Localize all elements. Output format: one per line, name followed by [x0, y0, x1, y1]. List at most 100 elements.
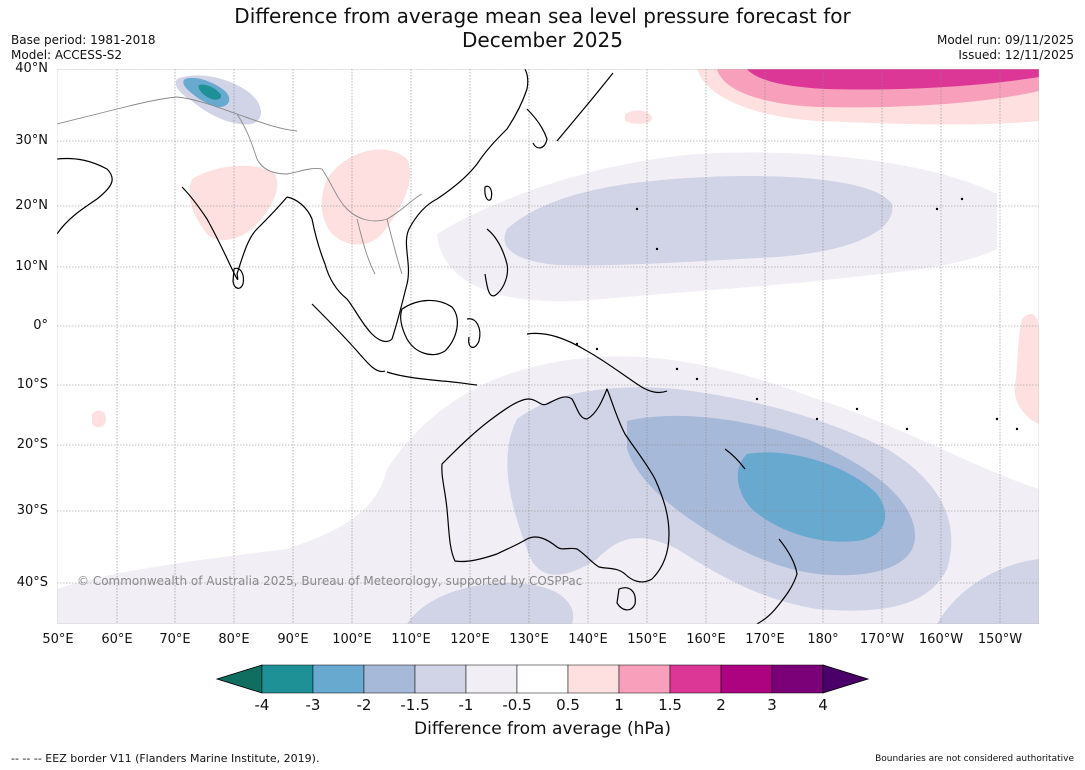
cbar-label-1: 1: [614, 696, 624, 714]
anomaly-south-east-patch: [937, 559, 1039, 624]
island-dot: [815, 417, 819, 421]
colorbar-cell: [720, 664, 773, 694]
lat-label-10n: 10°N: [15, 259, 48, 274]
anomaly-southern-core: [737, 452, 886, 542]
base-period: Base period: 1981-2018: [11, 33, 156, 47]
lon-label-150e: 150°E: [627, 632, 667, 647]
coastline-japan: [556, 72, 614, 142]
coastline-new-zealand: [756, 538, 798, 624]
cbar-label-minus-1-5: -1.5: [400, 696, 430, 714]
lon-label-60e: 60°E: [101, 632, 133, 647]
coastline-philippines: [484, 228, 509, 297]
title-line-1: Difference from average mean sea level p…: [234, 4, 851, 28]
colorbar-cell: [618, 664, 671, 694]
coastlines: [57, 69, 798, 624]
anomaly-south-west-patch: [407, 583, 574, 624]
island-dot: [1015, 427, 1019, 431]
graticule: [57, 69, 1039, 624]
lon-label-160e: 160°E: [686, 632, 726, 647]
coastline-arabia-iran: [57, 157, 113, 235]
island-dot: [755, 397, 759, 401]
colorbar-cell: [312, 664, 365, 694]
colorbar-cell: [363, 664, 416, 694]
colorbar-cells: [216, 664, 870, 694]
coastline-china: [436, 69, 529, 200]
coastline-india: [181, 186, 288, 281]
cbar-label-0-5: 0.5: [556, 696, 580, 714]
meta-right: Model run: 09/11/2025 Issued: 12/11/2025: [937, 33, 1074, 63]
anomaly-india-positive: [189, 165, 278, 241]
colorbar-title: Difference from average (hPa): [414, 719, 671, 739]
island-dot: [595, 347, 599, 351]
anomaly-pacific-north-moderate: [504, 176, 893, 266]
colorbar-cell: [516, 664, 569, 694]
lon-label-170e: 170°E: [745, 632, 785, 647]
island-dot: [655, 247, 659, 251]
colorbar-cell: [465, 664, 518, 694]
cbar-label-minus-4: -4: [254, 696, 270, 714]
cbar-label-minus-3: -3: [305, 696, 321, 714]
island-dot: [995, 417, 999, 421]
boundaries-note: Boundaries are not considered authoritat…: [875, 754, 1074, 764]
island-dot: [905, 427, 909, 431]
lat-label-40s: 40°S: [16, 575, 48, 590]
eez-note: -- -- -- EEZ border V11 (Flanders Marine…: [11, 752, 320, 765]
coastline-sumatra: [311, 303, 386, 373]
cbar-label-2: 2: [716, 696, 726, 714]
lat-label-10s: 10°S: [16, 377, 48, 392]
border-indochina-inner: [356, 218, 403, 275]
lat-label-20n: 20°N: [15, 198, 48, 213]
coastline-sulawesi: [466, 318, 481, 348]
lon-label-180: 180°: [807, 632, 839, 647]
anomaly-northeast-strong-positive: [747, 69, 1039, 90]
title-line-2: December 2025: [462, 28, 623, 52]
lon-label-50e: 50°E: [42, 632, 74, 647]
cbar-label-minus-2: -2: [356, 696, 372, 714]
island-dot: [935, 207, 939, 211]
coastline-borneo: [400, 299, 458, 356]
anomaly-japan-islet-positive: [625, 110, 652, 124]
colorbar-extend-high: [822, 664, 870, 694]
lon-label-80e: 80°E: [218, 632, 250, 647]
coastline-java: [386, 371, 478, 386]
lon-label-140e: 140°E: [568, 632, 608, 647]
chart-title: Difference from average mean sea level p…: [0, 4, 1085, 52]
island-dot: [695, 377, 699, 381]
lon-label-170w: 170°W: [859, 632, 905, 647]
coastline-new-guinea: [526, 332, 668, 394]
lon-label-150w: 150°W: [977, 632, 1023, 647]
coastline-tasmania: [616, 587, 636, 611]
lat-label-0: 0°: [33, 318, 48, 333]
coastline-taiwan: [484, 185, 493, 201]
colorbar: [216, 664, 870, 694]
anomaly-himalaya-core: [198, 84, 222, 100]
border-southeast-asia: [321, 168, 423, 222]
lon-label-110e: 110°E: [391, 632, 431, 647]
coastline-indochina: [391, 198, 438, 340]
pacific-islands: [575, 197, 1019, 431]
island-dot: [575, 342, 579, 346]
colorbar-cell: [567, 664, 620, 694]
island-dot: [960, 197, 964, 201]
model-name: Model: ACCESS-S2: [11, 48, 123, 62]
coastline-bay-of-bengal: [286, 196, 348, 300]
lat-label-20s: 20°S: [16, 437, 48, 452]
lon-label-130e: 130°E: [509, 632, 549, 647]
cbar-label-minus-0-5: -0.5: [502, 696, 532, 714]
copyright-notice: © Commonwealth of Australia 2025, Bureau…: [77, 574, 583, 588]
cbar-label-3: 3: [767, 696, 777, 714]
island-dot: [635, 207, 639, 211]
lon-label-70e: 70°E: [159, 632, 191, 647]
coastline-new-caledonia: [724, 448, 746, 470]
issued-date: Issued: 12/11/2025: [958, 48, 1074, 62]
lon-label-160w: 160°W: [918, 632, 964, 647]
lat-label-40n: 40°N: [15, 61, 48, 76]
colorbar-cell: [414, 664, 467, 694]
border-central-asia: [57, 96, 298, 132]
coastline-sri-lanka: [232, 267, 245, 289]
anomaly-east-pacific-positive: [1014, 314, 1039, 424]
lat-label-30s: 30°S: [16, 503, 48, 518]
anomaly-indochina-positive: [321, 149, 411, 245]
pressure-anomaly-map: [57, 69, 1039, 624]
meta-left: Base period: 1981-2018 Model: ACCESS-S2: [11, 33, 156, 63]
